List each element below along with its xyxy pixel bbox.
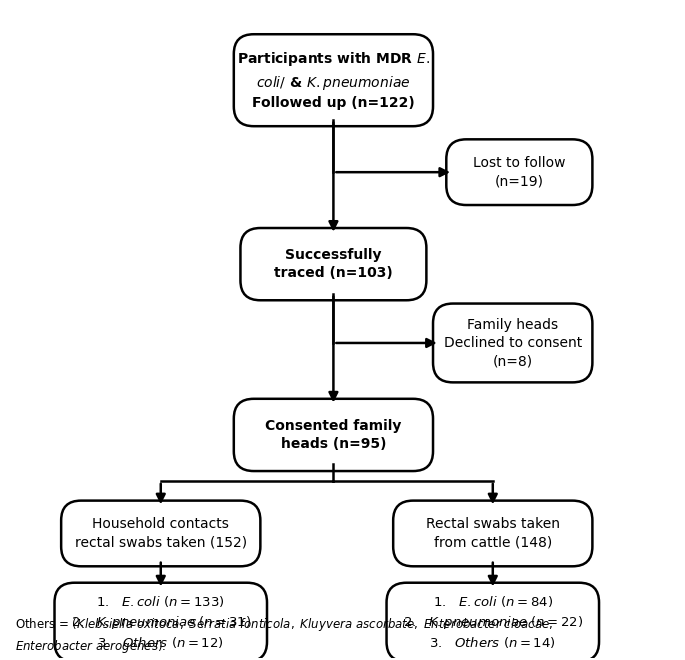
FancyBboxPatch shape (55, 583, 267, 660)
FancyBboxPatch shape (393, 501, 593, 566)
Text: 1.   $\mathit{E. coli}$ $\mathit{(n=133)}$
2.   $\mathit{K. pneumoniae}$ $\mathi: 1. $\mathit{E. coli}$ $\mathit{(n=133)}$… (71, 594, 251, 651)
Text: 1.   $\mathit{E. coli}$ $\mathit{(n=84)}$
2.   $\mathit{K. pneumoniae}$ $\mathit: 1. $\mathit{E. coli}$ $\mathit{(n=84)}$ … (403, 594, 583, 651)
Text: Household contacts
rectal swabs taken (152): Household contacts rectal swabs taken (1… (75, 517, 247, 550)
FancyBboxPatch shape (240, 228, 426, 300)
Text: Participants with MDR $\mathit{E.}$
$\mathit{coli/}$ & $\mathit{K. pneumoniae}$
: Participants with MDR $\mathit{E.}$ $\ma… (237, 50, 430, 110)
Text: Successfully
traced (n=103): Successfully traced (n=103) (274, 248, 393, 280)
FancyBboxPatch shape (234, 399, 433, 471)
FancyBboxPatch shape (386, 583, 599, 660)
Text: Family heads
Declined to consent
(n=8): Family heads Declined to consent (n=8) (444, 317, 582, 368)
Text: Lost to follow
(n=19): Lost to follow (n=19) (473, 156, 566, 188)
FancyBboxPatch shape (447, 139, 593, 205)
FancyBboxPatch shape (234, 34, 433, 126)
FancyBboxPatch shape (61, 501, 260, 566)
Text: Others = ($\mathit{Klebsiella\ oxitoca,\ Serratia\ fonticola,\ Kluyvera\ ascorba: Others = ($\mathit{Klebsiella\ oxitoca,\… (14, 616, 553, 655)
Text: Consented family
heads (n=95): Consented family heads (n=95) (265, 418, 401, 451)
FancyBboxPatch shape (433, 304, 593, 382)
Text: Rectal swabs taken
from cattle (148): Rectal swabs taken from cattle (148) (426, 517, 560, 550)
